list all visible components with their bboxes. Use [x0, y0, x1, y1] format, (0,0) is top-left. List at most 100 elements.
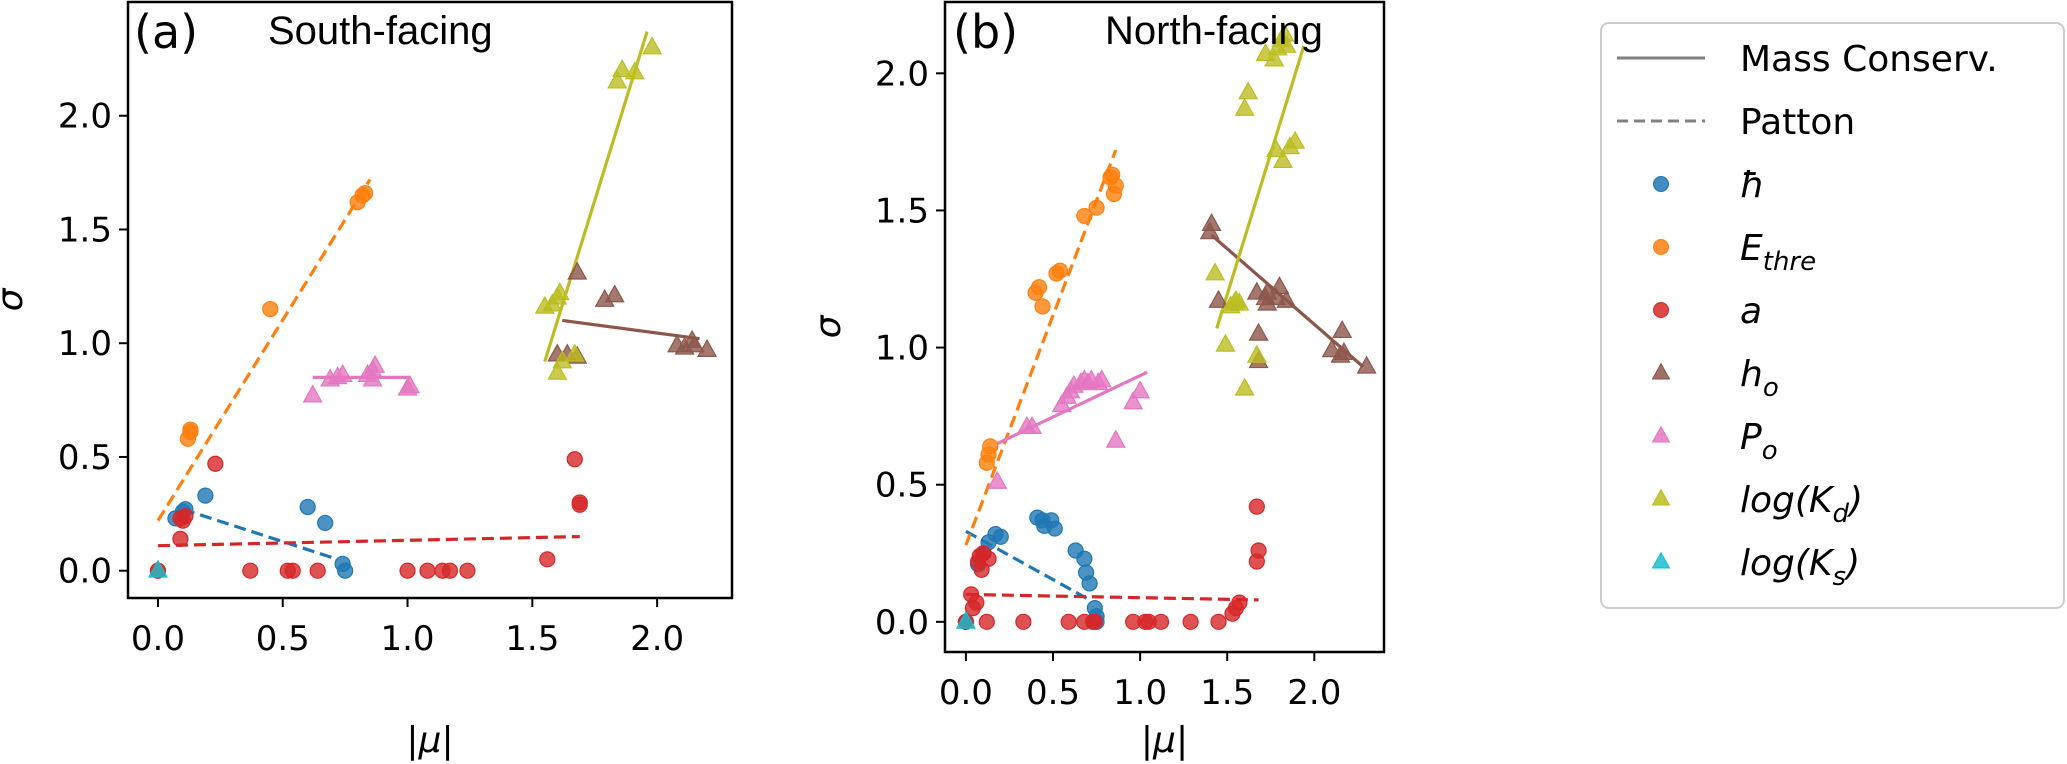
data-point-po [362, 368, 383, 387]
panel-b-title: North-facing [1105, 9, 1323, 53]
data-point-ho [567, 261, 588, 280]
data-point-hbar [1081, 575, 1098, 592]
x-tick-label: 1.5 [505, 619, 559, 659]
y-tick-label: 0.0 [58, 552, 112, 592]
data-point-a [1250, 542, 1267, 559]
data-point-kd [1285, 130, 1306, 149]
data-point-ethre [1030, 279, 1048, 296]
data-point-hbar [197, 487, 214, 504]
data-point-ho [1276, 289, 1297, 308]
data-point-kd [1205, 262, 1226, 281]
data-point-kd [607, 70, 628, 89]
data-point-ho [1269, 276, 1290, 295]
x-tick-label: 0.0 [939, 673, 993, 713]
data-point-kd [1234, 377, 1255, 396]
data-point-a [539, 551, 556, 568]
data-point-kd [549, 282, 570, 301]
data-point-ethre [262, 300, 279, 318]
x-tick-label: 2.0 [630, 619, 684, 659]
data-point-hbar [299, 498, 316, 516]
x-tick-label: 0.5 [1026, 673, 1080, 713]
data-point-kd [564, 343, 585, 362]
data-point-ethre [1088, 199, 1105, 216]
data-point-ethre [1034, 298, 1051, 315]
data-point-a [284, 562, 301, 579]
x-tick-label: 1.0 [380, 619, 434, 659]
data-point-kd [1238, 81, 1259, 100]
legend-entry-8: log(Ks) [1651, 543, 1860, 592]
y-tick-label: 1.5 [58, 210, 112, 250]
data-point-a [242, 562, 259, 579]
legend-triangle-marker-icon [1651, 551, 1671, 569]
data-point-ho [1265, 287, 1287, 306]
y-tick-label: 2.0 [58, 97, 112, 137]
data-point-kd [1272, 149, 1293, 168]
panel-a-tag: (a) [134, 5, 198, 59]
data-point-kd [547, 361, 568, 380]
legend-entry-6: Po [1651, 417, 1778, 466]
legend-label: Mass Conserv. [1740, 39, 1998, 80]
legend-entry-1: Patton [1617, 102, 1855, 143]
panel-a-axes-frame [126, 0, 734, 600]
fit-line-hbar [182, 507, 339, 561]
panel-b-marks [955, 23, 1377, 630]
fit-line-ho [562, 318, 700, 341]
data-point-a [207, 455, 224, 472]
data-point-a [459, 562, 476, 579]
legend-box [1600, 22, 2065, 609]
x-tick-label: 1.0 [1113, 673, 1167, 713]
data-point-a [419, 562, 436, 579]
data-point-a [1210, 613, 1227, 630]
panel-a-y-axis-label: σ [0, 287, 31, 311]
data-point-a [177, 508, 194, 525]
data-point-kd [1264, 48, 1285, 67]
data-point-ho [1248, 322, 1269, 341]
data-point-ho [1208, 289, 1229, 308]
data-point-a [399, 562, 416, 579]
fit-line-kd [543, 31, 649, 362]
y-tick-label: 1.0 [875, 329, 929, 369]
data-point-ho [604, 284, 625, 303]
legend-circle-marker-icon [1653, 302, 1669, 318]
fit-line-ethre [156, 178, 372, 522]
data-point-ho [697, 338, 718, 357]
panel-b-x-ticks: 0.0 0.5 1.0 1.5 2.0 [939, 652, 1341, 713]
data-point-ethre [182, 421, 199, 438]
panel-a-y-ticks: 0.0 0.5 1.0 1.5 2.0 [58, 97, 128, 592]
legend-label: Ethre [1740, 228, 1816, 277]
legend-label: ħ [1740, 165, 1765, 206]
x-tick-label: 0.0 [131, 619, 185, 659]
y-tick-label: 0.5 [875, 466, 929, 506]
data-point-ethre [982, 438, 999, 455]
legend-label: ho [1740, 354, 1779, 403]
data-point-ho [1201, 213, 1222, 232]
legend-circle-marker-icon [1653, 239, 1669, 255]
data-point-a [566, 451, 583, 468]
legend-label: Po [1740, 417, 1778, 466]
data-point-po [1130, 380, 1151, 399]
data-point-ho [684, 334, 705, 353]
panel-a-x-ticks: 0.0 0.5 1.0 1.5 2.0 [131, 598, 684, 659]
data-point-po [1105, 429, 1126, 448]
data-point-a [1086, 613, 1103, 630]
legend-entry-0: Mass Conserv. [1617, 39, 1998, 80]
x-tick-label: 0.5 [256, 619, 310, 659]
data-point-po [400, 375, 421, 394]
legend: Mass Conserv. Patton ħ Ethre a ho Po log(Kd) log… [1600, 22, 2065, 609]
panel-b-x-axis-label: |μ| [1141, 720, 1188, 761]
panel-b-y-ticks: 0.0 0.5 1.0 1.5 2.0 [875, 54, 945, 643]
panel-a-marks [147, 31, 718, 579]
legend-triangle-marker-icon [1651, 362, 1671, 380]
fit-line-kd [1215, 45, 1306, 329]
data-point-kd [1276, 34, 1297, 53]
data-point-a [1248, 498, 1265, 515]
data-point-kd [1234, 97, 1255, 116]
data-point-ho [1356, 355, 1377, 374]
data-point-po [1123, 391, 1144, 410]
data-point-hbar [1046, 520, 1063, 537]
legend-label: log(Ks) [1740, 543, 1860, 592]
legend-entry-4: a [1653, 291, 1762, 332]
data-point-ethre [1051, 262, 1069, 279]
legend-label: a [1740, 291, 1762, 332]
